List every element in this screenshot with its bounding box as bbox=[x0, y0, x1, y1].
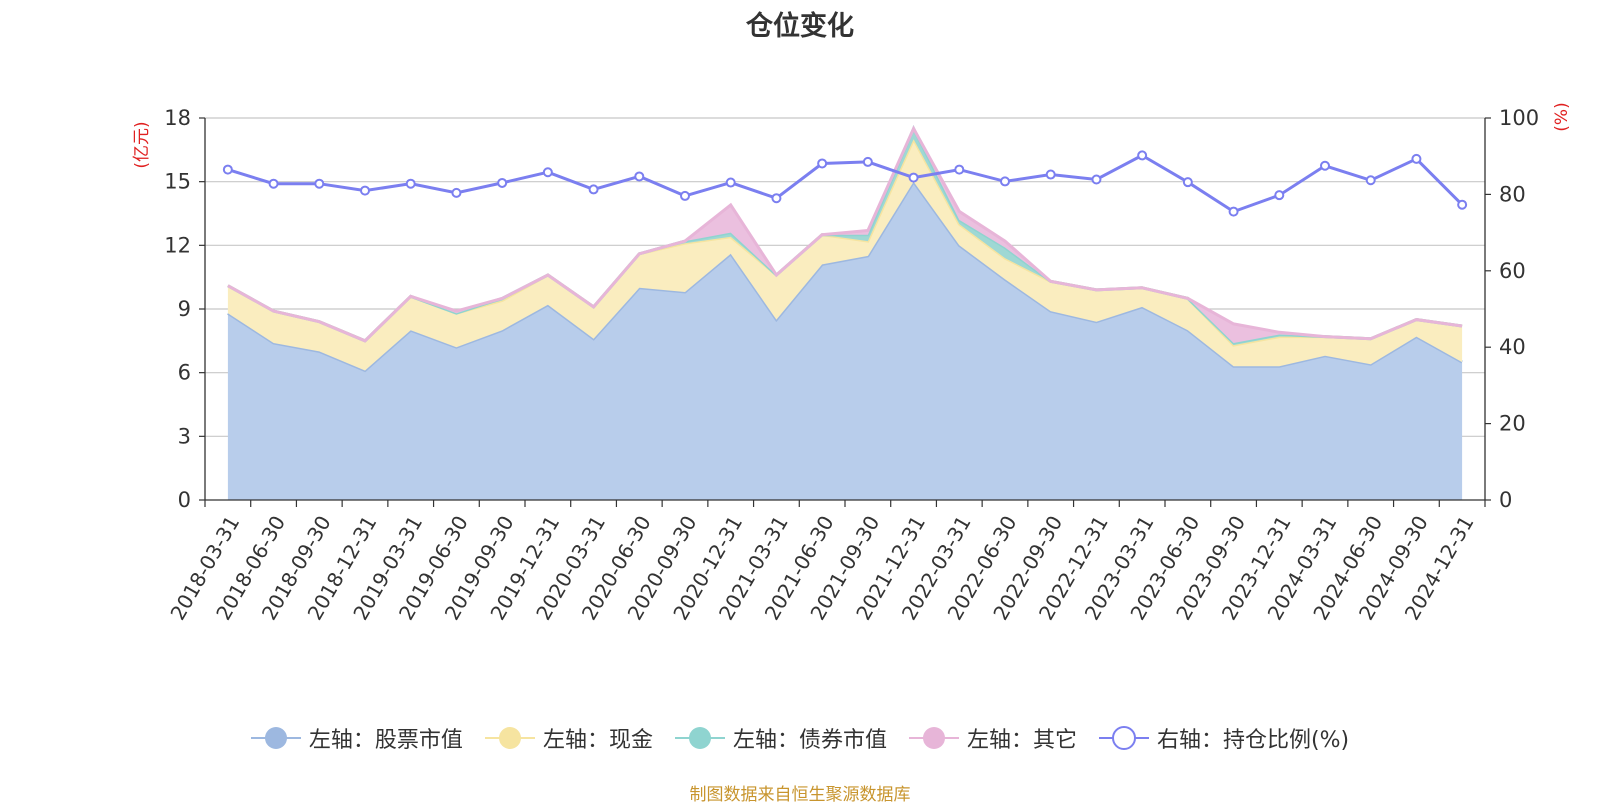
ratio-point bbox=[542, 167, 553, 178]
ratio-point bbox=[817, 158, 828, 169]
y-left-tick-label: 6 bbox=[178, 361, 191, 385]
area-左轴：现金 bbox=[227, 139, 1463, 371]
legend: 左轴：股票市值 左轴：现金 左轴：债券市值 左轴：其它 右轴：持仓比例(%) bbox=[0, 722, 1600, 754]
y-right-tick-label: 0 bbox=[1499, 488, 1512, 512]
chart-title: 仓位变化 bbox=[746, 11, 854, 42]
ratio-point bbox=[1457, 199, 1468, 210]
ratio-point bbox=[725, 177, 736, 188]
legend-swatch-icon bbox=[1098, 726, 1149, 750]
ratio-point bbox=[771, 193, 782, 204]
y-left-tick-label: 12 bbox=[164, 233, 191, 257]
y-right-tick-label: 80 bbox=[1499, 182, 1526, 206]
y-right-tick-label: 20 bbox=[1499, 412, 1526, 436]
area-series bbox=[227, 125, 1463, 500]
legend-item[interactable]: 右轴：持仓比例(%) bbox=[1098, 722, 1350, 754]
y-left-tick-label: 18 bbox=[164, 106, 191, 130]
ratio-point bbox=[222, 164, 233, 175]
legend-item[interactable]: 左轴：股票市值 bbox=[250, 722, 463, 754]
ratio-point bbox=[1320, 160, 1330, 171]
area-line-左轴：其它 bbox=[227, 125, 1463, 343]
ratio-point bbox=[1182, 177, 1193, 188]
ratio-point bbox=[405, 178, 416, 189]
legend-swatch-icon bbox=[484, 727, 535, 749]
ratio-point bbox=[908, 172, 919, 183]
ratio-point bbox=[451, 187, 462, 198]
y-left-tick-label: 3 bbox=[178, 424, 191, 448]
legend-label: 左轴：股票市值 bbox=[308, 728, 463, 753]
ratio-point bbox=[1411, 153, 1422, 164]
source-note: 制图数据来自恒生聚源数据库 bbox=[689, 785, 911, 805]
ratio-point bbox=[588, 184, 599, 195]
legend-label: 右轴：持仓比例(%) bbox=[1156, 728, 1350, 753]
y-right-axis-label: (%) bbox=[1552, 102, 1572, 131]
legend-swatch-icon bbox=[250, 727, 301, 749]
legend-swatch-icon bbox=[908, 727, 959, 749]
y-left-tick-label: 0 bbox=[178, 488, 191, 512]
legend-label: 左轴：现金 bbox=[542, 728, 653, 753]
legend-label: 左轴：其它 bbox=[966, 728, 1077, 753]
legend-swatch-icon bbox=[674, 727, 725, 749]
y-right-tick-label: 100 bbox=[1499, 106, 1539, 130]
legend-item[interactable]: 左轴：债券市值 bbox=[674, 722, 887, 754]
ratio-point bbox=[1228, 206, 1239, 217]
area-左轴：股票市值 bbox=[227, 181, 1463, 500]
y-left-tick-label: 9 bbox=[178, 297, 191, 321]
ratio-point bbox=[1137, 150, 1148, 161]
ratio-point bbox=[954, 164, 965, 175]
ratio-point bbox=[1365, 175, 1376, 186]
legend-label: 左轴：债券市值 bbox=[732, 728, 887, 753]
ratio-point bbox=[862, 156, 873, 167]
ratio-point bbox=[360, 185, 370, 196]
y-left-tick-label: 15 bbox=[164, 170, 191, 194]
legend-item[interactable]: 左轴：其它 bbox=[908, 722, 1077, 754]
ratio-point bbox=[634, 171, 645, 182]
ratio-point bbox=[1091, 174, 1102, 185]
ratio-point bbox=[680, 190, 690, 201]
ratio-point bbox=[1045, 169, 1056, 180]
ratio-point bbox=[268, 178, 279, 189]
ratio-point bbox=[314, 178, 325, 189]
y-left-axis-label: (亿元) bbox=[132, 121, 152, 168]
legend-item[interactable]: 左轴：现金 bbox=[484, 722, 653, 754]
ratio-point bbox=[1274, 190, 1285, 201]
y-right-tick-label: 40 bbox=[1499, 335, 1526, 359]
ratio-point bbox=[497, 177, 508, 188]
ratio-line-series bbox=[222, 150, 1468, 217]
area-左轴：债券市值 bbox=[227, 128, 1463, 346]
ratio-point bbox=[1000, 176, 1010, 187]
ratio-line bbox=[227, 153, 1464, 214]
y-right-tick-label: 60 bbox=[1499, 259, 1526, 283]
